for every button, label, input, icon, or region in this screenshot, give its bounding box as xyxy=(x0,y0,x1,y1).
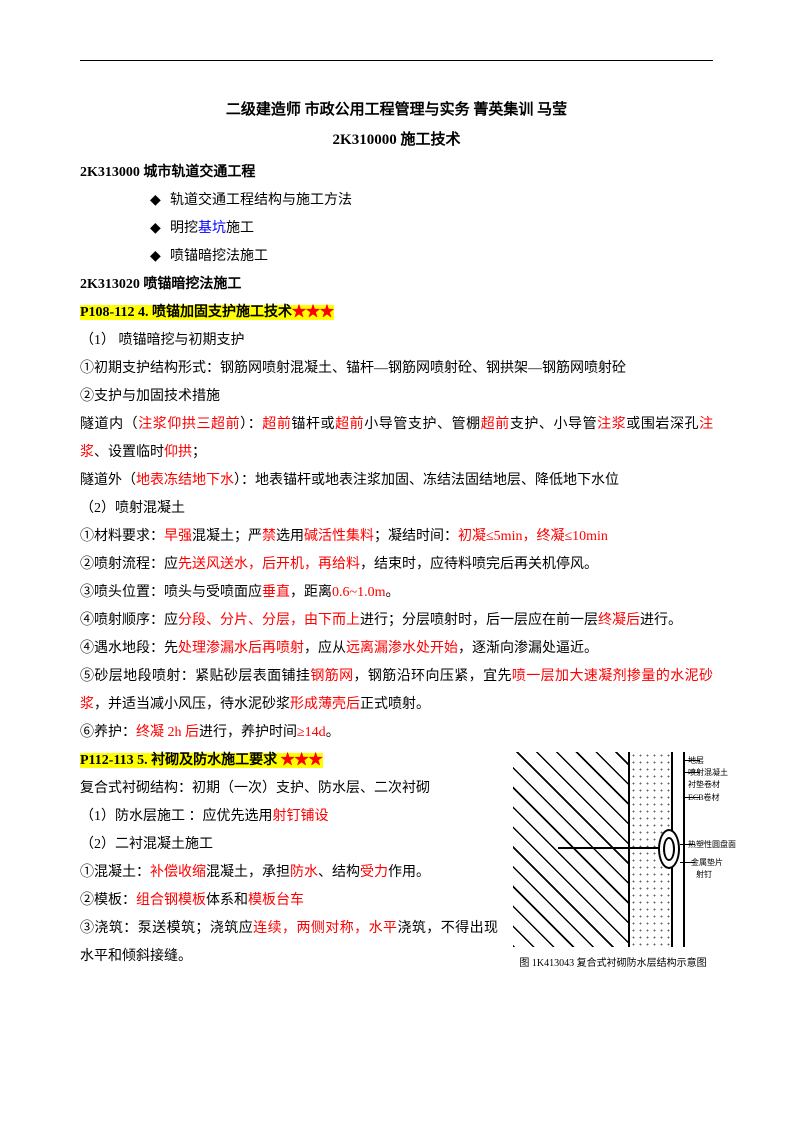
b2-blue: 基坑 xyxy=(198,221,226,236)
spray-order: ④喷射顺序：应分段、分片、分层，由下而上进行；分层喷射时，后一层应在前一层终凝后… xyxy=(80,607,713,635)
sec2-item1: （1） 喷锚暗挖与初期支护 xyxy=(80,327,713,355)
tunnel-in: 隧道内（注浆仰拱三超前）：超前锚杆或超前小导管支护、管棚超前支护、小导管注浆或围… xyxy=(80,411,713,467)
doc-subtitle: 2K310000 施工技术 xyxy=(80,125,713,155)
diagram-caption: 图 1K413043 复合式衬砌防水层结构示意图 xyxy=(513,954,713,974)
header-rule xyxy=(80,60,713,61)
sec2-item2: （2）喷射混凝土 xyxy=(80,495,713,523)
diag-disc-inner xyxy=(663,837,675,861)
diagram-container: 地层 喷射混凝土 衬垫卷材 ECB卷材 热塑性圆盘面 金属垫片 射钉 图 1K4… xyxy=(513,752,713,974)
nozzle-pos: ③喷头位置：喷头与受喷面应垂直，距离0.6~1.0m。 xyxy=(80,579,713,607)
bullet-1: 轨道交通工程结构与施工方法 xyxy=(80,187,713,215)
b2-pre: 明挖 xyxy=(170,221,198,236)
section-2-head: 2K313020 喷锚暗挖法施工 xyxy=(80,271,713,299)
section-3-wrap: 地层 喷射混凝土 衬垫卷材 ECB卷材 热塑性圆盘面 金属垫片 射钉 图 1K4… xyxy=(80,747,713,974)
p112-text: P112-113 5. 衬砌及防水施工要求 ★★★ xyxy=(80,753,323,768)
lining-diagram: 地层 喷射混凝土 衬垫卷材 ECB卷材 热塑性圆盘面 金属垫片 射钉 xyxy=(513,752,713,952)
bullet-2: 明挖基坑施工 xyxy=(80,215,713,243)
sec2-line1: ①初期支护结构形式：钢筋网喷射混凝土、锚杆—钢筋网喷射砼、钢拱架—钢筋网喷射砼 xyxy=(80,355,713,383)
diag-hatch xyxy=(513,752,628,947)
b2-post: 施工 xyxy=(226,221,254,236)
p108-text: P108-112 4. 喷锚加固支护施工技术★★★ xyxy=(80,305,334,320)
tunnel-out: 隧道外（地表冻结地下水）：地表锚杆或地表注浆加固、冻结法固结地层、降低地下水位 xyxy=(80,467,713,495)
diag-l4: ECB卷材 xyxy=(688,790,720,806)
p108-heading: P108-112 4. 喷锚加固支护施工技术★★★ xyxy=(80,299,713,327)
cure: ⑥养护：终凝 2h 后进行，养护时间≥14d。 xyxy=(80,719,713,747)
material-req: ①材料要求：早强混凝土；严禁选用碱活性集料；凝结时间：初凝≤5min，终凝≤10… xyxy=(80,523,713,551)
spray-flow: ②喷射流程：应先送风送水，后开机，再给料，结束时，应待料喷完后再关机停风。 xyxy=(80,551,713,579)
sec2-line2: ②支护与加固技术措施 xyxy=(80,383,713,411)
sand-section: ⑤砂层地段喷射：紧贴砂层表面铺挂钢筋网，钢筋沿环向压紧，宜先喷一层加大速凝剂掺量… xyxy=(80,663,713,719)
document-body: 二级建造师 市政公用工程管理与实务 菁英集训 马莹 2K310000 施工技术 … xyxy=(80,60,713,974)
doc-title: 二级建造师 市政公用工程管理与实务 菁英集训 马莹 xyxy=(80,95,713,125)
bullet-3: 喷锚暗挖法施工 xyxy=(80,243,713,271)
diag-nail xyxy=(558,847,663,849)
diag-l7: 射钉 xyxy=(696,867,712,883)
diag-l5: 热塑性圆盘面 xyxy=(688,837,736,853)
section-1-head: 2K313000 城市轨道交通工程 xyxy=(80,159,713,187)
water-section: ④遇水地段：先处理渗漏水后再喷射，应从远离漏渗水处开始，逐渐向渗漏处逼近。 xyxy=(80,635,713,663)
